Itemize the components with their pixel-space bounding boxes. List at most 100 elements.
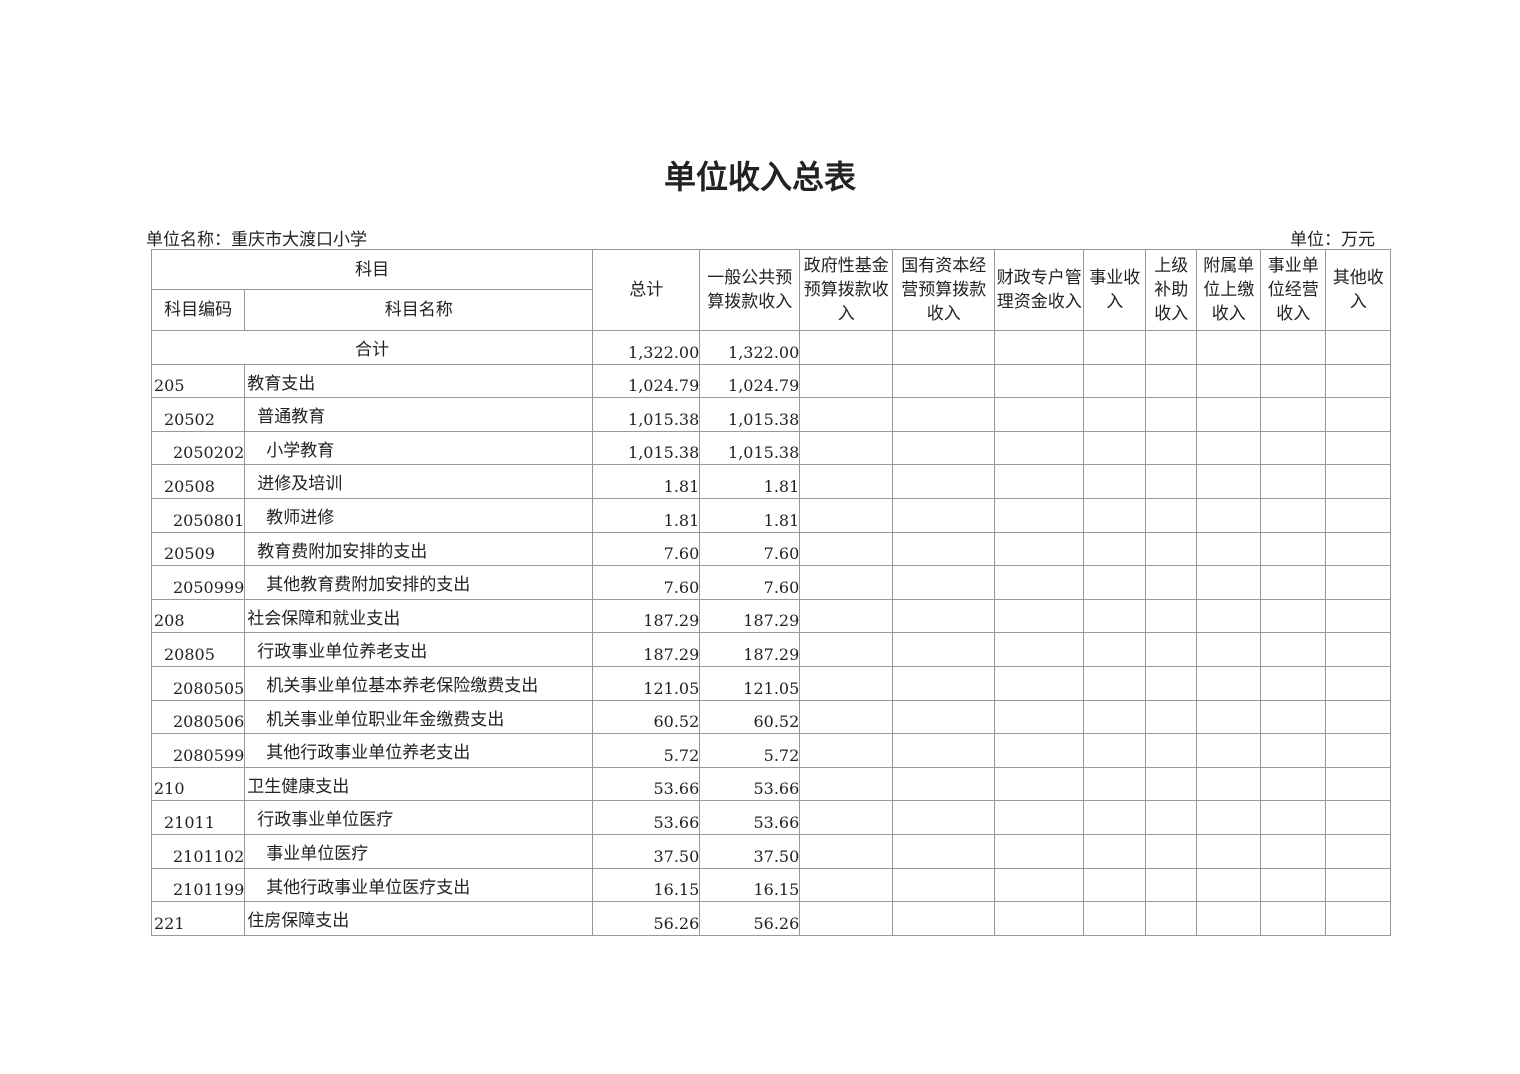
row-name: 进修及培训 [244, 464, 594, 499]
row-name: 行政事业单位医疗 [244, 800, 594, 835]
row-name: 教育费附加安排的支出 [244, 531, 594, 567]
table-row: 2050202 小学教育 1,015.38 1,015.38 [150, 430, 1392, 466]
row-name: 其他教育费附加安排的支出 [244, 565, 594, 600]
table-row: 210 卫生健康支出 53.66 53.66 [150, 766, 1392, 802]
row-total: 1,015.38 [592, 430, 701, 466]
header-col-0: 一般公共预算拨款收入 [699, 249, 801, 331]
page-title: 单位收入总表 [663, 158, 856, 196]
row-general: 1.81 [699, 464, 801, 499]
row-code: 205 [150, 363, 246, 399]
header-col-2: 国有资本经营预算拨款收入 [892, 249, 996, 331]
row-general: 5.72 [699, 733, 801, 768]
table-row: 2080599 其他行政事业单位养老支出 5.72 5.72 [150, 733, 1392, 768]
row-code: 20805 [150, 632, 246, 667]
total-row: 合计 1,322.00 1,322.00 [150, 330, 1392, 365]
table-row: 20502 普通教育 1,015.38 1,015.38 [150, 397, 1392, 432]
row-general: 56.26 [699, 901, 801, 936]
row-name: 住房保障支出 [244, 901, 594, 936]
row-total: 187.29 [592, 632, 701, 667]
row-total: 187.29 [592, 598, 701, 634]
table-row: 2101199 其他行政事业单位医疗支出 16.15 16.15 [150, 867, 1392, 903]
header-col-7: 事业单位经营收入 [1260, 249, 1327, 331]
row-general: 1.81 [699, 497, 801, 533]
row-name: 教师进修 [244, 497, 594, 533]
row-general: 1,015.38 [699, 397, 801, 432]
row-general: 187.29 [699, 598, 801, 634]
row-code: 2080599 [150, 733, 246, 768]
header-col-6: 附属单位上缴收入 [1196, 249, 1262, 331]
table-row: 2101102 事业单位医疗 37.50 37.50 [150, 833, 1392, 869]
row-total: 121.05 [592, 665, 701, 701]
row-code: 20508 [150, 464, 246, 499]
row-total: 7.60 [592, 565, 701, 600]
header-total: 总计 [592, 249, 701, 331]
row-code: 20509 [150, 531, 246, 567]
row-name: 事业单位医疗 [244, 833, 594, 869]
row-name: 卫生健康支出 [244, 766, 594, 802]
row-total: 7.60 [592, 531, 701, 567]
row-total: 60.52 [592, 699, 701, 735]
row-total: 16.15 [592, 867, 701, 903]
row-general: 7.60 [699, 565, 801, 600]
row-general: 1,024.79 [699, 363, 801, 399]
row-general: 16.15 [699, 867, 801, 903]
table-row: 20805 行政事业单位养老支出 187.29 187.29 [150, 632, 1392, 667]
row-general: 53.66 [699, 800, 801, 835]
row-name: 社会保障和就业支出 [244, 598, 594, 634]
table-row: 20508 进修及培训 1.81 1.81 [150, 464, 1392, 499]
table-row: 205 教育支出 1,024.79 1,024.79 [150, 363, 1392, 399]
header-subject: 科目 [150, 249, 594, 290]
row-total: 53.66 [592, 766, 701, 802]
row-code: 21011 [150, 800, 246, 835]
row-total: 53.66 [592, 800, 701, 835]
total-label: 合计 [150, 330, 594, 365]
row-name: 其他行政事业单位医疗支出 [244, 867, 594, 903]
row-total: 1,024.79 [592, 363, 701, 399]
table-row: 2050801 教师进修 1.81 1.81 [150, 497, 1392, 533]
total-value: 1,322.00 [592, 330, 701, 365]
row-general: 7.60 [699, 531, 801, 567]
header-col-5: 上级补助收入 [1145, 249, 1198, 331]
row-total: 37.50 [592, 833, 701, 869]
unit-name: 单位名称：重庆市大渡口小学 [146, 230, 367, 250]
row-name: 教育支出 [244, 363, 594, 399]
row-total: 56.26 [592, 901, 701, 936]
currency-unit: 单位：万元 [1290, 230, 1375, 250]
header-code: 科目编码 [150, 289, 246, 331]
table-row: 2080506 机关事业单位职业年金缴费支出 60.52 60.52 [150, 699, 1392, 735]
row-total: 1,015.38 [592, 397, 701, 432]
row-total: 1.81 [592, 464, 701, 499]
row-general: 187.29 [699, 632, 801, 667]
header-col-3: 财政专户管理资金收入 [994, 249, 1085, 331]
row-total: 1.81 [592, 497, 701, 533]
row-name: 小学教育 [244, 430, 594, 466]
row-code: 2101102 [150, 833, 246, 869]
table-row: 221 住房保障支出 56.26 56.26 [150, 901, 1392, 936]
row-general: 121.05 [699, 665, 801, 701]
row-name: 机关事业单位职业年金缴费支出 [244, 699, 594, 735]
row-general: 53.66 [699, 766, 801, 802]
header-col-8: 其他收入 [1325, 249, 1392, 331]
row-code: 20502 [150, 397, 246, 432]
header-name: 科目名称 [244, 289, 594, 331]
row-total: 5.72 [592, 733, 701, 768]
row-code: 210 [150, 766, 246, 802]
row-name: 其他行政事业单位养老支出 [244, 733, 594, 768]
row-code: 2080505 [150, 665, 246, 701]
table-row: 2050999 其他教育费附加安排的支出 7.60 7.60 [150, 565, 1392, 600]
row-name: 行政事业单位养老支出 [244, 632, 594, 667]
row-name: 普通教育 [244, 397, 594, 432]
row-code: 2080506 [150, 699, 246, 735]
row-code: 221 [150, 901, 246, 936]
row-general: 37.50 [699, 833, 801, 869]
table-row: 2080505 机关事业单位基本养老保险缴费支出 121.05 121.05 [150, 665, 1392, 701]
row-code: 2101199 [150, 867, 246, 903]
row-code: 2050801 [150, 497, 246, 533]
table-row: 208 社会保障和就业支出 187.29 187.29 [150, 598, 1392, 634]
row-general: 60.52 [699, 699, 801, 735]
header-col-4: 事业收入 [1083, 249, 1147, 331]
header-col-1: 政府性基金预算拨款收入 [799, 249, 894, 331]
income-table: 科目 总计 一般公共预算拨款收入 政府性基金预算拨款收入 国有资本经营预算拨款收入财… [150, 249, 1392, 936]
table-row: 21011 行政事业单位医疗 53.66 53.66 [150, 800, 1392, 835]
total-general: 1,322.00 [699, 330, 801, 365]
